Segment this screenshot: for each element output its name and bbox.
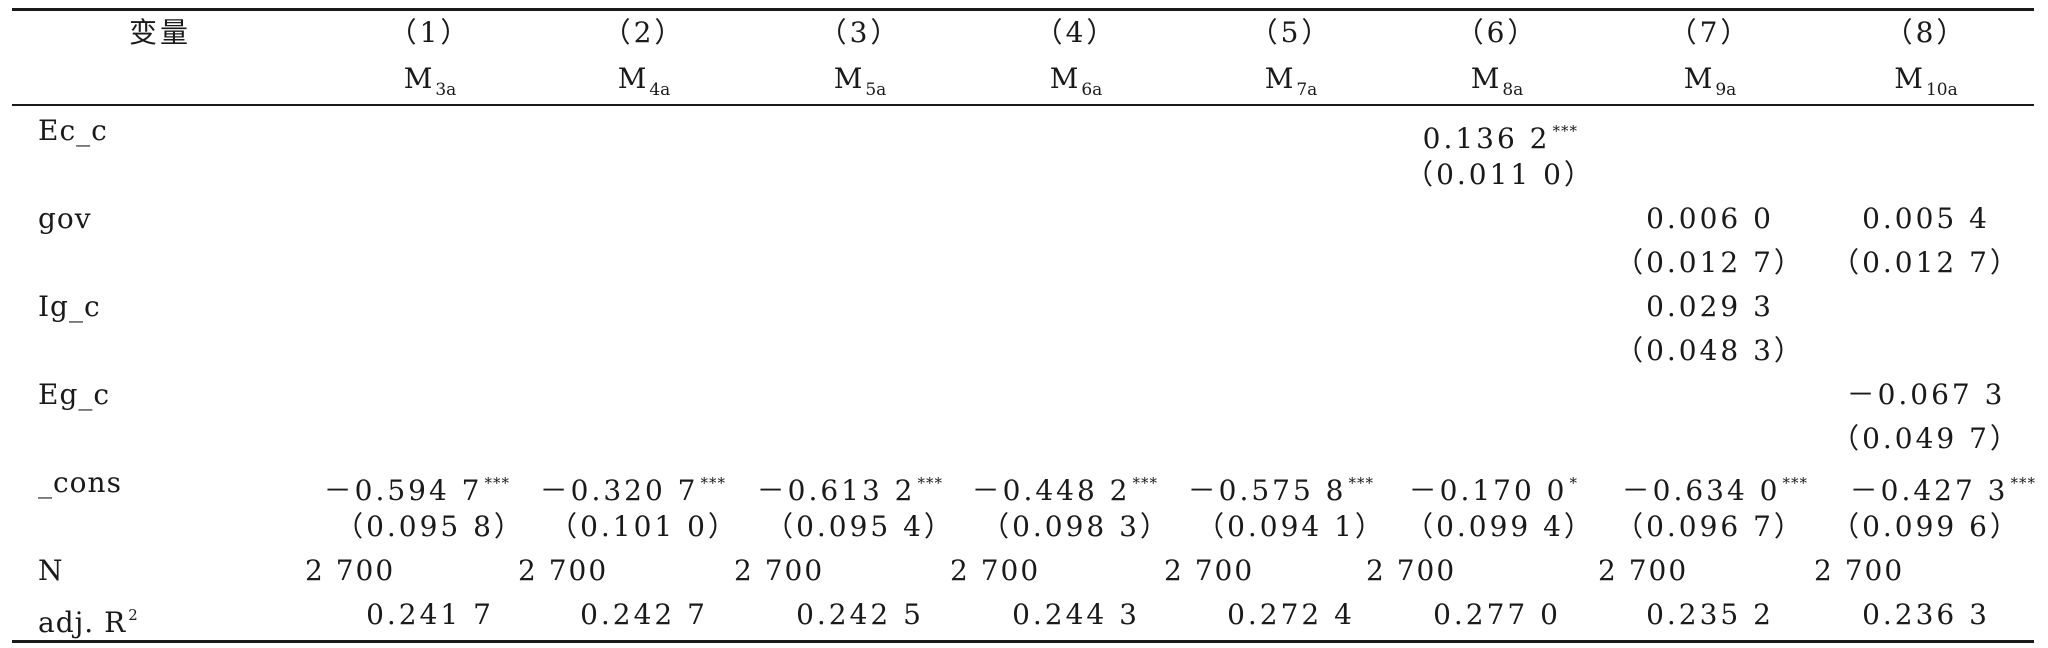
se-cons-6: （0.099 4） (1405, 510, 1595, 543)
model-name-5: M7a (1264, 62, 1318, 100)
n-value-6: 2 700 (1366, 554, 1457, 587)
coef-gov-8: 0.005 4 (1862, 202, 1990, 235)
column-number-7: （7） (1668, 16, 1752, 49)
coef-eg-c-8: －0.067 3 (1846, 378, 2006, 411)
se-cons-3: （0.095 4） (765, 510, 955, 543)
se-cons-7: （0.096 7） (1615, 510, 1805, 543)
column-number-6: （6） (1455, 16, 1539, 49)
coef-cons-1: －0.594 7 *** (323, 474, 510, 507)
row-label-n: N (38, 554, 64, 587)
row-label-cons: _cons (38, 466, 122, 499)
se-ec-c-6: （0.011 0） (1405, 158, 1595, 191)
adj-r2-value-3: 0.242 5 (796, 598, 924, 631)
se-cons-4: （0.098 3） (981, 510, 1171, 543)
row-label-eg-c: Eg_c (38, 378, 111, 411)
column-number-3: （3） (818, 16, 902, 49)
coef-ec-c-6: 0.136 2 *** (1422, 122, 1578, 155)
model-name-3: M5a (833, 62, 887, 100)
n-value-8: 2 700 (1814, 554, 1905, 587)
adj-r2-value-2: 0.242 7 (580, 598, 708, 631)
model-name-6: M8a (1470, 62, 1524, 100)
se-cons-2: （0.101 0） (549, 510, 739, 543)
variable-header: 变量 (128, 16, 191, 49)
column-number-5: （5） (1249, 16, 1333, 49)
top-rule (12, 8, 2034, 11)
model-name-4: M6a (1049, 62, 1103, 100)
adj-r2-value-8: 0.236 3 (1862, 598, 1990, 631)
header-rule (12, 104, 2034, 106)
coef-cons-3: －0.613 2 *** (756, 474, 943, 507)
model-name-8: M10a (1894, 62, 1958, 100)
column-number-4: （4） (1034, 16, 1118, 49)
model-name-2: M4a (617, 62, 671, 100)
n-value-4: 2 700 (950, 554, 1041, 587)
coef-cons-7: －0.634 0 *** (1621, 474, 1808, 507)
model-name-1: M3a (403, 62, 457, 100)
model-name-7: M9a (1683, 62, 1737, 100)
se-gov-8: （0.012 7） (1831, 246, 2021, 279)
coef-ig-c-7: 0.029 3 (1646, 290, 1774, 323)
row-label-ig-c: Ig_c (38, 290, 101, 323)
n-value-2: 2 700 (518, 554, 609, 587)
adj-r2-value-6: 0.277 0 (1433, 598, 1561, 631)
coef-cons-5: －0.575 8 *** (1187, 474, 1374, 507)
column-number-1: （1） (388, 16, 472, 49)
row-label-ec-c: Ec_c (38, 114, 108, 147)
n-value-7: 2 700 (1598, 554, 1689, 587)
n-value-1: 2 700 (305, 554, 396, 587)
column-number-2: （2） (602, 16, 686, 49)
n-value-5: 2 700 (1164, 554, 1255, 587)
se-eg-c-8: （0.049 7） (1831, 422, 2021, 455)
coef-gov-7: 0.006 0 (1646, 202, 1774, 235)
coef-cons-2: －0.320 7 *** (539, 474, 726, 507)
se-cons-1: （0.095 8） (335, 510, 525, 543)
adj-r2-value-7: 0.235 2 (1646, 598, 1774, 631)
adj-r2-value-4: 0.244 3 (1012, 598, 1140, 631)
adj-r2-value-5: 0.272 4 (1227, 598, 1355, 631)
n-value-3: 2 700 (734, 554, 825, 587)
bottom-rule (12, 640, 2034, 643)
coef-cons-8: －0.427 3 *** (1849, 474, 2036, 507)
se-ig-c-7: （0.048 3） (1615, 334, 1805, 367)
row-label-gov: gov (38, 202, 92, 235)
coef-cons-4: －0.448 2 *** (971, 474, 1158, 507)
se-gov-7: （0.012 7） (1615, 246, 1805, 279)
se-cons-8: （0.099 6） (1831, 510, 2021, 543)
se-cons-5: （0.094 1） (1196, 510, 1386, 543)
coef-cons-6: －0.170 0 * (1408, 474, 1578, 507)
column-number-8: （8） (1884, 16, 1968, 49)
adj-r2-value-1: 0.241 7 (366, 598, 494, 631)
